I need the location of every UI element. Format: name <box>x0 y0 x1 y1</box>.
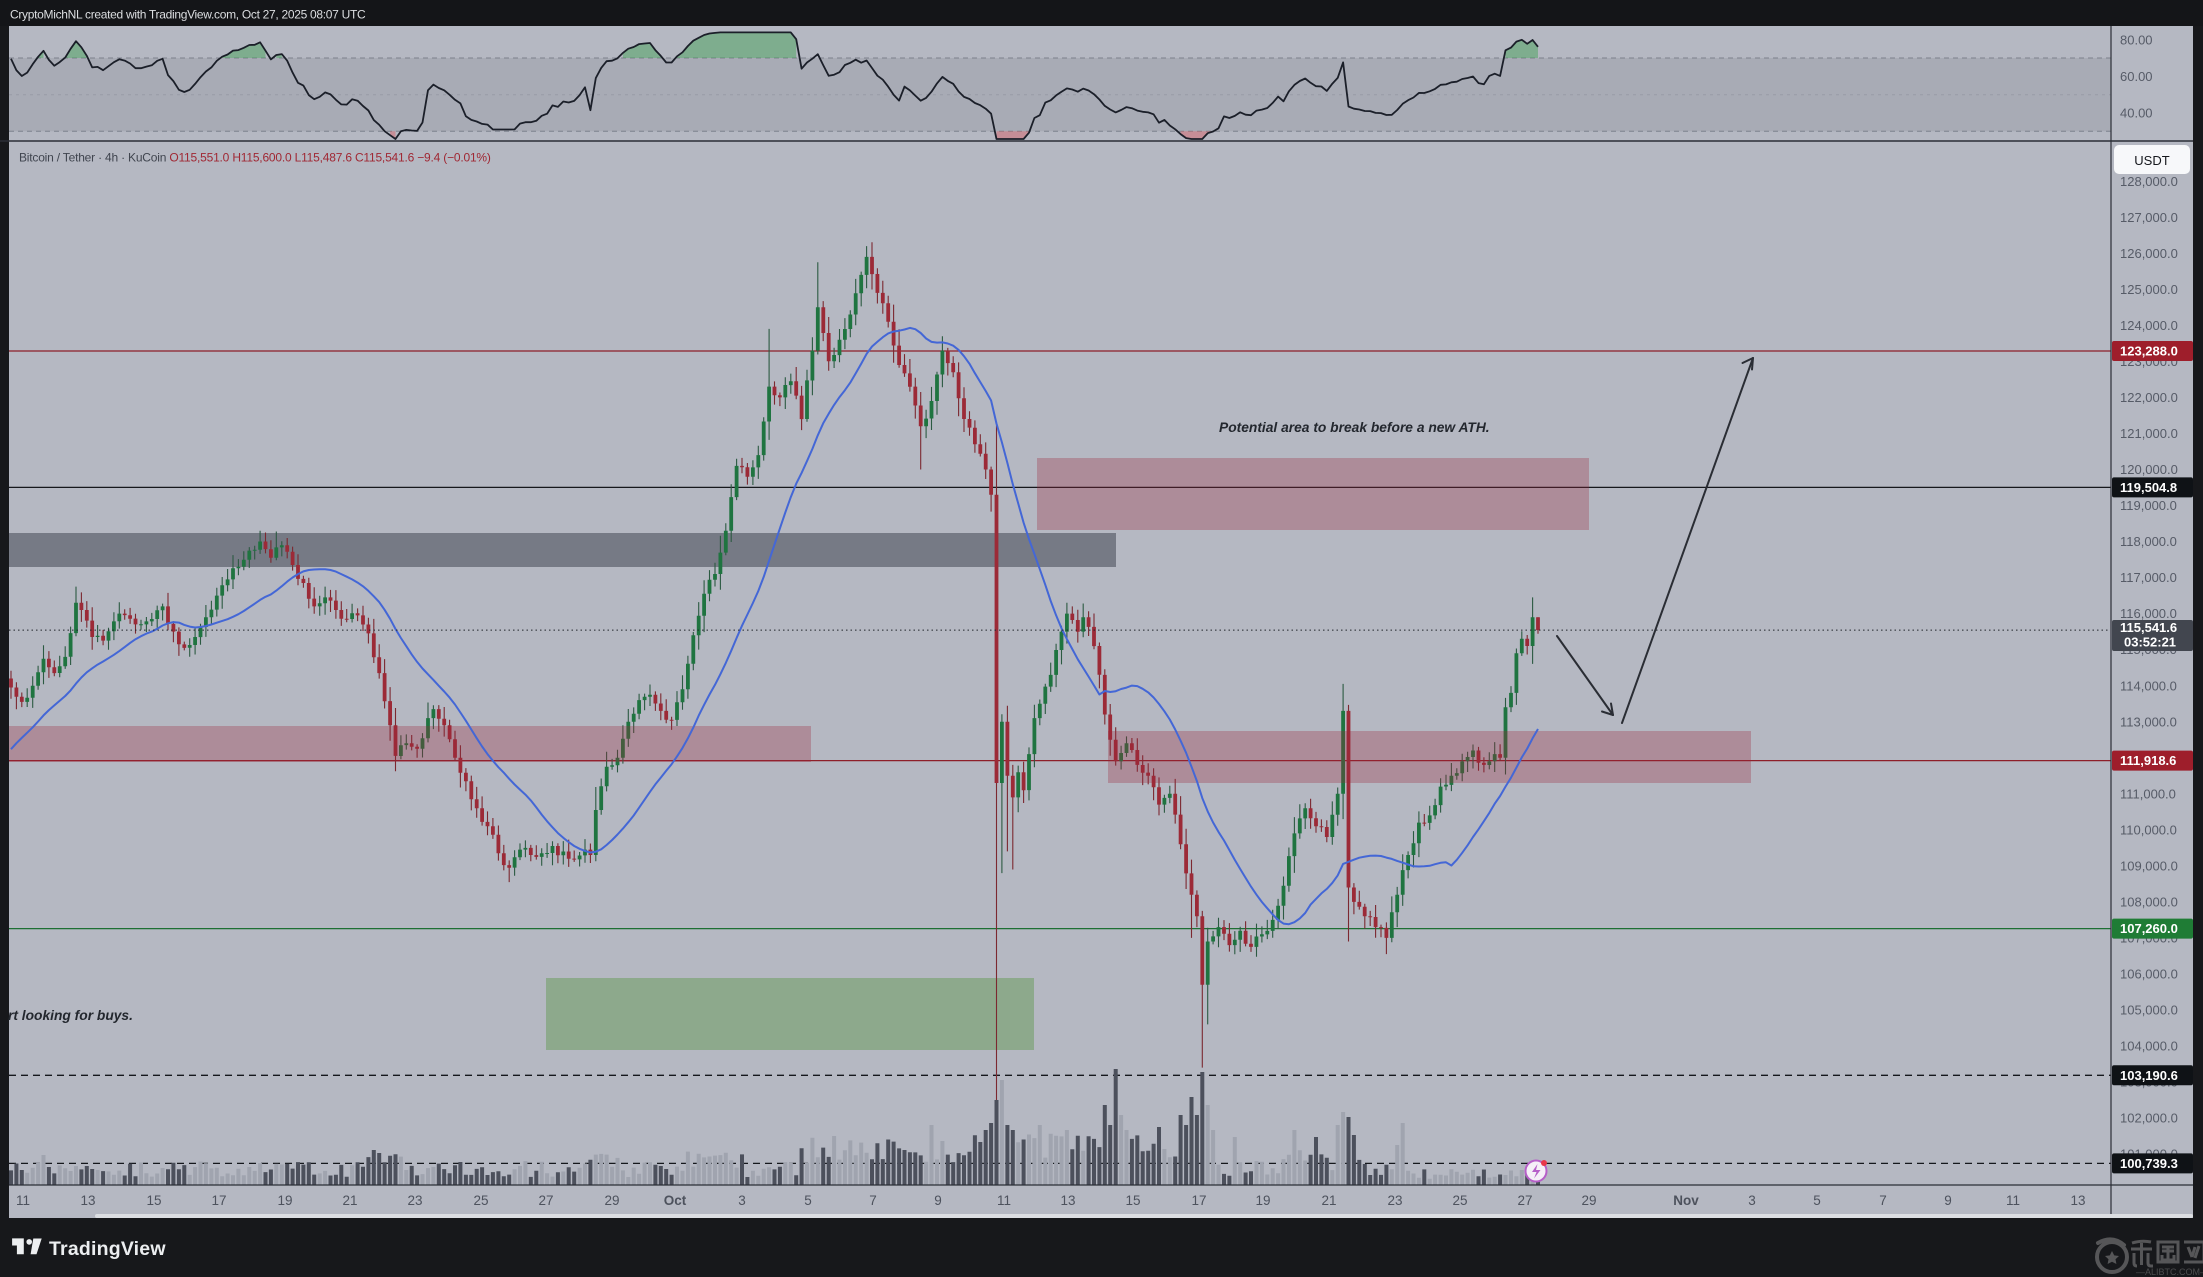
svg-text:100,739.3: 100,739.3 <box>2120 1156 2178 1171</box>
svg-text:17: 17 <box>1191 1193 1206 1208</box>
svg-text:11: 11 <box>997 1193 1011 1208</box>
svg-text:122,000.0: 122,000.0 <box>2120 390 2178 405</box>
svg-text:11: 11 <box>2006 1193 2020 1208</box>
svg-text:118,000.0: 118,000.0 <box>2120 534 2177 549</box>
svg-text:USDT: USDT <box>2134 153 2169 168</box>
svg-text:19: 19 <box>1255 1193 1270 1208</box>
svg-text:106,000.0: 106,000.0 <box>2120 967 2178 982</box>
svg-text:13: 13 <box>2070 1193 2085 1208</box>
svg-text:117,000.0: 117,000.0 <box>2120 570 2177 585</box>
svg-text:108,000.0: 108,000.0 <box>2120 895 2178 910</box>
svg-text:9: 9 <box>1944 1193 1952 1208</box>
svg-text:29: 29 <box>1581 1193 1596 1208</box>
svg-text:111,000.0: 111,000.0 <box>2120 786 2176 801</box>
svg-text:Potential area to break before: Potential area to break before a new ATH… <box>1219 420 1490 435</box>
svg-text:113,000.0: 113,000.0 <box>2120 714 2177 729</box>
svg-text:40.00: 40.00 <box>2120 106 2153 121</box>
svg-text:126,000.0: 126,000.0 <box>2120 246 2178 261</box>
svg-text:23: 23 <box>407 1193 422 1208</box>
svg-text:rt looking for buys.: rt looking for buys. <box>8 1008 133 1023</box>
svg-text:19: 19 <box>277 1193 292 1208</box>
svg-text:128,000.0: 128,000.0 <box>2120 174 2178 189</box>
svg-text:11: 11 <box>16 1193 30 1208</box>
svg-text:29: 29 <box>604 1193 619 1208</box>
svg-text:25: 25 <box>473 1193 488 1208</box>
svg-text:119,504.8: 119,504.8 <box>2120 480 2177 495</box>
svg-text:115,541.6: 115,541.6 <box>2120 620 2177 635</box>
svg-text:104,000.0: 104,000.0 <box>2120 1039 2178 1054</box>
svg-text:5: 5 <box>804 1193 812 1208</box>
svg-text:CryptoMichNL created with Trad: CryptoMichNL created with TradingView.co… <box>10 8 366 22</box>
svg-text:124,000.0: 124,000.0 <box>2120 318 2178 333</box>
svg-text:60.00: 60.00 <box>2120 69 2153 84</box>
svg-text:123,288.0: 123,288.0 <box>2120 344 2178 359</box>
svg-text:7: 7 <box>1879 1193 1887 1208</box>
svg-text:80.00: 80.00 <box>2120 32 2153 47</box>
svg-text:125,000.0: 125,000.0 <box>2120 282 2178 297</box>
svg-text:119,000.0: 119,000.0 <box>2120 498 2177 513</box>
svg-text:111,918.6: 111,918.6 <box>2120 753 2176 768</box>
svg-text:03:52:21: 03:52:21 <box>2124 635 2176 650</box>
svg-text:3: 3 <box>1748 1193 1756 1208</box>
svg-text:27: 27 <box>538 1193 553 1208</box>
svg-text:15: 15 <box>146 1193 161 1208</box>
svg-text:121,000.0: 121,000.0 <box>2120 426 2178 441</box>
svg-text:120,000.0: 120,000.0 <box>2120 462 2178 477</box>
svg-text:13: 13 <box>80 1193 95 1208</box>
svg-text:109,000.0: 109,000.0 <box>2120 859 2178 874</box>
svg-text:23: 23 <box>1387 1193 1402 1208</box>
svg-text:21: 21 <box>342 1193 357 1208</box>
svg-text:102,000.0: 102,000.0 <box>2120 1111 2178 1126</box>
svg-text:107,260.0: 107,260.0 <box>2120 921 2178 936</box>
svg-text:5: 5 <box>1813 1193 1821 1208</box>
svg-text:21: 21 <box>1321 1193 1336 1208</box>
svg-text:Nov: Nov <box>1673 1193 1699 1208</box>
svg-text:110,000.0: 110,000.0 <box>2120 822 2177 837</box>
svg-text:15: 15 <box>1125 1193 1140 1208</box>
svg-text:127,000.0: 127,000.0 <box>2120 210 2178 225</box>
svg-text:Bitcoin / Tether · 4h · KuCoin: Bitcoin / Tether · 4h · KuCoin O115,551.… <box>19 151 491 165</box>
svg-text:114,000.0: 114,000.0 <box>2120 678 2177 693</box>
svg-text:9: 9 <box>934 1193 942 1208</box>
svg-text:Oct: Oct <box>664 1193 687 1208</box>
svg-text:105,000.0: 105,000.0 <box>2120 1003 2178 1018</box>
svg-text:3: 3 <box>738 1193 746 1208</box>
svg-text:TradingView: TradingView <box>49 1238 166 1260</box>
svg-text:13: 13 <box>1060 1193 1075 1208</box>
svg-text:7: 7 <box>869 1193 877 1208</box>
svg-text:27: 27 <box>1517 1193 1532 1208</box>
svg-text:103,190.6: 103,190.6 <box>2120 1068 2178 1083</box>
svg-text:25: 25 <box>1452 1193 1467 1208</box>
svg-text:116,000.0: 116,000.0 <box>2120 606 2177 621</box>
svg-text:—ALIBTC.COM—: —ALIBTC.COM— <box>2136 1267 2203 1277</box>
svg-text:17: 17 <box>211 1193 226 1208</box>
